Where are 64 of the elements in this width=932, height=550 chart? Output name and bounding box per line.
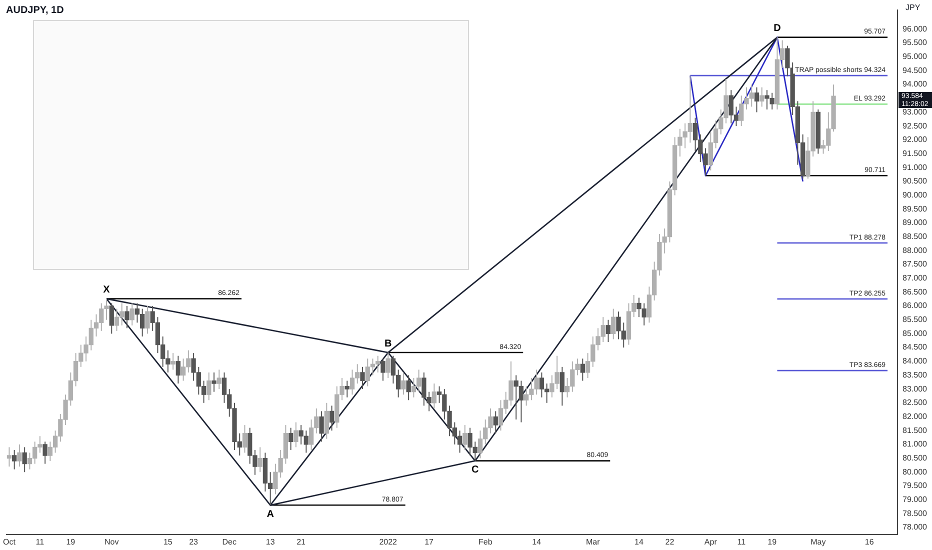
x-tick-label: 16 [864,537,874,546]
x-tick-label: 14 [532,537,542,546]
y-tick-label: 87.500 [902,260,928,269]
x-tick-label: 13 [266,537,276,546]
y-tick-label: 88.000 [902,246,928,255]
y-tick-label: 95.000 [902,52,928,62]
annotation: X [103,284,110,296]
x-tick-label: Oct [2,537,16,546]
annotation: D [774,23,781,34]
y-tick-label: 84.000 [902,356,928,366]
x-tick-label: 14 [634,537,644,546]
y-tick-label: 83.000 [902,384,928,394]
x-tick-label: 11 [737,537,746,546]
y-tick-label: 82.000 [902,412,928,421]
y-tick-label: 83.500 [902,370,928,380]
y-tick-label: 85.000 [902,328,928,338]
y-tick-label: 96.000 [902,24,928,34]
y-tick-label: 87.000 [902,274,928,283]
chart-title: AUDJPY, 1D [6,4,64,16]
y-tick-label: 79.000 [902,495,928,504]
y-tick-label: 86.000 [902,301,928,310]
y-axis-title: JPY [906,3,921,12]
x-tick-label: Apr [704,537,718,546]
y-tick-label: 81.500 [902,426,928,435]
y-tick-label: 89.500 [902,204,928,214]
annotation: B [384,338,392,350]
y-tick-label: 90.000 [902,190,928,200]
y-tick-label: 91.500 [902,148,928,158]
x-tick-label: May [810,537,826,546]
x-tick-label: Nov [104,537,119,546]
y-tick-label: 86.500 [902,287,928,296]
y-tick-label: 94.500 [902,66,928,75]
y-tick-label: 89.000 [902,218,928,228]
y-tick-label: 94.000 [902,80,928,89]
x-tick-label: Mar [586,537,600,546]
annotation: A [266,508,274,520]
y-tick-label: 81.000 [902,440,928,449]
y-tick-label: 90.500 [902,176,928,186]
y-tick-label: 80.000 [902,467,928,476]
y-tick-label: 78.500 [902,508,928,518]
x-tick-label: 21 [296,537,306,546]
y-tick-label: 92.500 [902,121,928,130]
y-tick-label: 78.000 [902,522,928,532]
x-tick-label: 15 [163,537,173,546]
x-tick-label: 2022 [379,537,398,546]
y-tick-label: 84.500 [902,342,928,352]
x-tick-label: 19 [66,537,76,546]
y-tick-label: 95.500 [902,38,928,48]
annotation: C [472,464,479,476]
y-tick-label: 91.000 [902,162,928,172]
y-tick-label: 88.500 [902,232,928,242]
x-tick-label: Dec [222,537,236,546]
x-tick-label: Feb [478,537,493,546]
y-tick-label: 80.500 [902,453,928,462]
x-tick-label: 22 [665,537,675,546]
y-tick-label: 82.500 [902,398,928,408]
y-tick-label: 92.000 [902,135,928,144]
y-tick-label: 85.500 [902,315,928,324]
y-tick-label: 79.500 [902,481,928,490]
x-tick-label: 23 [189,537,199,546]
x-tick-label: 19 [768,537,778,546]
x-tick-label: 11 [36,537,45,546]
y-tick-label: 93.000 [902,107,928,116]
x-tick-label: 17 [424,537,434,546]
